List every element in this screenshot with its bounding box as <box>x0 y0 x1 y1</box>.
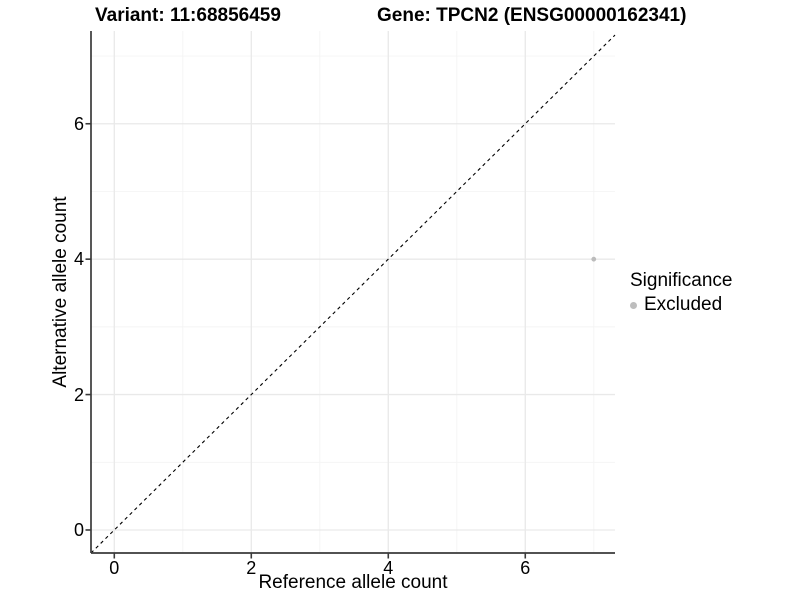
y-tick-label: 0 <box>73 519 84 540</box>
y-tick-label: 6 <box>73 113 84 134</box>
y-tick-label: 4 <box>73 249 84 270</box>
x-tick-label: 2 <box>246 558 257 578</box>
x-tick-label: 6 <box>520 558 531 578</box>
identity-dashed-line <box>90 34 616 554</box>
x-axis-title: Reference allele count <box>258 572 448 593</box>
y-axis-title: Alternative allele count <box>50 196 71 388</box>
legend: Significance Excluded <box>630 270 732 316</box>
data-point-excluded <box>591 256 597 262</box>
x-tick-label: 4 <box>383 558 394 578</box>
legend-item-label: Excluded <box>644 294 723 315</box>
y-tick-label: 2 <box>73 384 84 405</box>
variant-title: Variant: 11:68856459 <box>95 5 281 26</box>
gene-title: Gene: TPCN2 (ENSG00000162341) <box>377 5 687 26</box>
legend-item-excluded: Excluded <box>630 294 732 316</box>
legend-title: Significance <box>630 270 733 291</box>
excluded-point-icon <box>630 301 637 309</box>
x-tick-label: 0 <box>109 558 120 578</box>
